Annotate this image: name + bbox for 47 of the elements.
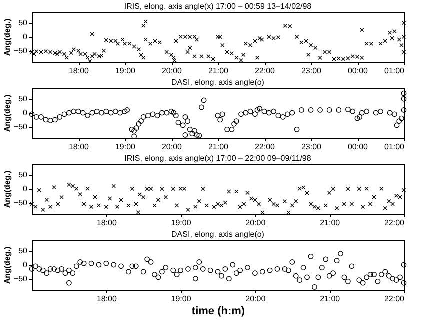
- y-tick-label: −50: [14, 46, 28, 56]
- y-tick-label: 50: [18, 18, 28, 28]
- y-tick-label: 0: [23, 32, 28, 42]
- chart-title: IRIS, elong. axis angle(x) 17:00 – 00:59 13–14/02/98: [124, 2, 312, 11]
- x-tick-label: 00:00: [348, 66, 369, 76]
- y-tick-label: 0: [23, 108, 28, 118]
- x-tick-label: 18:00: [68, 142, 90, 152]
- y-axis-title: Ang(deg.): [2, 170, 12, 208]
- x-tick-label: 21:00: [320, 218, 341, 228]
- x-tick-label: 22:00: [384, 294, 406, 304]
- x-tick-label: 01:00: [384, 142, 406, 152]
- x-tick-label: 22:00: [254, 142, 276, 152]
- x-tick-label: 20:00: [246, 218, 266, 228]
- chart-title: IRIS, elong. axis angle(x) 17:00 – 22:00 09–09/11/98: [124, 154, 312, 163]
- chart-title: DASI, elong. axis angle(o): [172, 78, 265, 87]
- y-tick-label: −50: [14, 274, 28, 284]
- x-tick-label: 23:00: [301, 142, 322, 152]
- x-tick-label: 01:00: [384, 66, 406, 76]
- y-axis-title: Ang(deg.): [2, 94, 12, 132]
- x-tick-label: 18:00: [96, 218, 118, 228]
- x-tick-label: 19:00: [171, 218, 192, 228]
- x-tick-label: 23:00: [301, 66, 322, 76]
- x-tick-label: 18:00: [96, 294, 118, 304]
- x-tick-label: 00:00: [348, 142, 369, 152]
- x-tick-label: 22:00: [384, 218, 406, 228]
- y-tick-label: 50: [18, 246, 28, 256]
- y-tick-label: 0: [23, 184, 28, 194]
- y-axis-title: Ang(deg.): [2, 18, 12, 56]
- x-tick-label: 19:00: [115, 66, 136, 76]
- y-tick-label: 50: [18, 170, 28, 180]
- x-tick-label: 22:00: [254, 66, 276, 76]
- x-tick-label: 21:00: [320, 294, 341, 304]
- y-tick-label: −50: [14, 198, 28, 208]
- x-tick-label: 19:00: [115, 142, 136, 152]
- x-axis-title: time (h:m): [192, 306, 246, 318]
- x-tick-label: 20:00: [246, 294, 266, 304]
- x-tick-label: 21:00: [208, 142, 230, 152]
- y-axis-title: Ang(deg.): [2, 246, 12, 284]
- x-tick-label: 19:00: [171, 294, 192, 304]
- x-tick-label: 20:00: [162, 66, 183, 76]
- x-tick-label: 18:00: [68, 66, 90, 76]
- y-tick-label: 50: [18, 94, 28, 104]
- y-tick-label: −50: [14, 122, 28, 132]
- chart-title: DASI, elong. axis angle(o): [172, 230, 265, 239]
- x-tick-label: 21:00: [208, 66, 230, 76]
- x-tick-label: 20:00: [162, 142, 183, 152]
- y-tick-label: 0: [23, 260, 28, 270]
